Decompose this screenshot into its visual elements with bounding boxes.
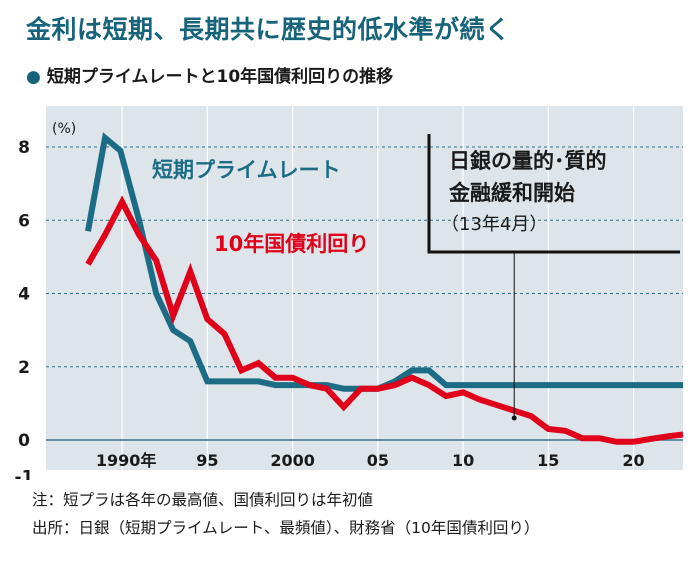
boj-annotation-line-1: 日銀の量的･質的: [449, 149, 607, 173]
footnote-note: 注：短プラは各年の最高値、国債利回りは年初値: [32, 491, 374, 509]
boj-annotation-line-3: （13年4月）: [441, 214, 547, 235]
y-tick-label: 4: [18, 285, 30, 305]
y-unit-label: (%): [52, 121, 76, 137]
series-line-jgb: [85, 195, 684, 445]
bullet-icon: ●: [26, 67, 41, 87]
series-lines: [85, 132, 684, 445]
x-tick-label: 10: [452, 451, 474, 470]
footnote-source: 出所：日銀（短期プライムレート、最頻値）、財務省（10年国債利回り）: [32, 519, 540, 537]
x-tick-label: 05: [367, 451, 389, 470]
x-tick-label: 15: [537, 451, 559, 470]
x-tick-labels: 1990年 95 2000 05 10 15 20: [96, 451, 645, 470]
x-tick-label: 95: [196, 451, 218, 470]
subtitle-text: 短期プライムレートと10年国債利回りの推移: [46, 67, 394, 87]
series-label-jgb: 10年国債利回り: [214, 232, 369, 256]
page-title: 金利は短期、長期共に歴史的低水準が続く: [26, 15, 511, 44]
boj-annotation-line-2: 金融緩和開始: [448, 181, 575, 205]
boj-bracket: [427, 134, 680, 254]
boj-annotation: 日銀の量的･質的 金融緩和開始 （13年4月）: [427, 134, 680, 421]
x-tick-label: 1990年: [96, 451, 157, 470]
y-tick-label: 6: [18, 211, 30, 231]
boj-marker: [511, 415, 517, 421]
y-tick-label: 2: [18, 358, 30, 378]
gridlines: [46, 106, 683, 470]
y-tick-label: 8: [18, 138, 30, 158]
footnotes: 注：短プラは各年の最高値、国債利回りは年初値 出所：日銀（短期プライムレート、最…: [32, 486, 539, 542]
y-tick-label: 0: [18, 431, 30, 451]
series-label-prime: 短期プライムレート: [152, 158, 341, 182]
x-tick-label: 2000: [270, 451, 315, 470]
x-tick-label: 20: [622, 451, 644, 470]
y-tick-labels: 8 6 4 2 0 -1: [15, 138, 34, 480]
chart-subtitle: ● 短期プライムレートと10年国債利回りの推移: [26, 62, 393, 87]
y-tick-label: -1: [15, 468, 34, 480]
